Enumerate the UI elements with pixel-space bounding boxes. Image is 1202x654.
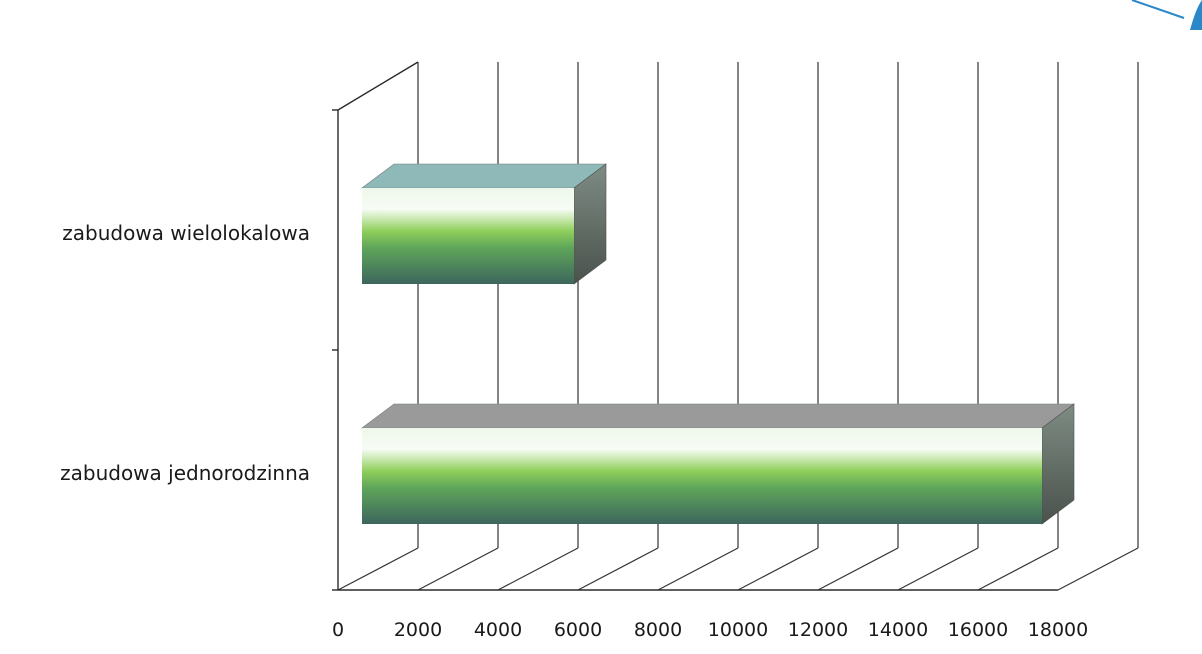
floor-line bbox=[657, 547, 739, 591]
x-tick-label: 8000 bbox=[634, 619, 682, 641]
x-tick-label: 2000 bbox=[394, 619, 442, 641]
floor-line bbox=[817, 547, 899, 591]
left-wall-top bbox=[337, 61, 419, 111]
bar-top-face bbox=[361, 163, 607, 189]
bar-top-face bbox=[361, 403, 1075, 429]
x-tick-label: 6000 bbox=[554, 619, 602, 641]
x-tick-label: 4000 bbox=[474, 619, 522, 641]
axes bbox=[332, 61, 1058, 591]
floor-line bbox=[737, 547, 819, 591]
floor-line bbox=[577, 547, 659, 591]
floor-line bbox=[977, 547, 1059, 591]
labels: 0 2000 4000 6000 8000 10000 12000 14000 16000 180… bbox=[60, 221, 1088, 641]
floor-line bbox=[497, 547, 579, 591]
x-tick-label: 12000 bbox=[788, 619, 848, 641]
x-tick-label: 16000 bbox=[948, 619, 1008, 641]
floor-line bbox=[337, 547, 419, 591]
bar bbox=[362, 428, 1042, 524]
floor-line bbox=[897, 547, 979, 591]
floor-line bbox=[417, 547, 499, 591]
x-tick-label: 18000 bbox=[1028, 619, 1088, 641]
category-label: zabudowa wielolokalowa bbox=[62, 221, 310, 245]
bar bbox=[362, 188, 574, 284]
x-tick-label: 0 bbox=[332, 619, 344, 641]
corner-decoration bbox=[1131, 0, 1202, 30]
x-tick-label: 10000 bbox=[708, 619, 768, 641]
x-tick-label: 14000 bbox=[868, 619, 928, 641]
category-label: zabudowa jednorodzinna bbox=[60, 461, 310, 485]
floor-line bbox=[1057, 547, 1139, 591]
bars bbox=[361, 163, 1075, 525]
